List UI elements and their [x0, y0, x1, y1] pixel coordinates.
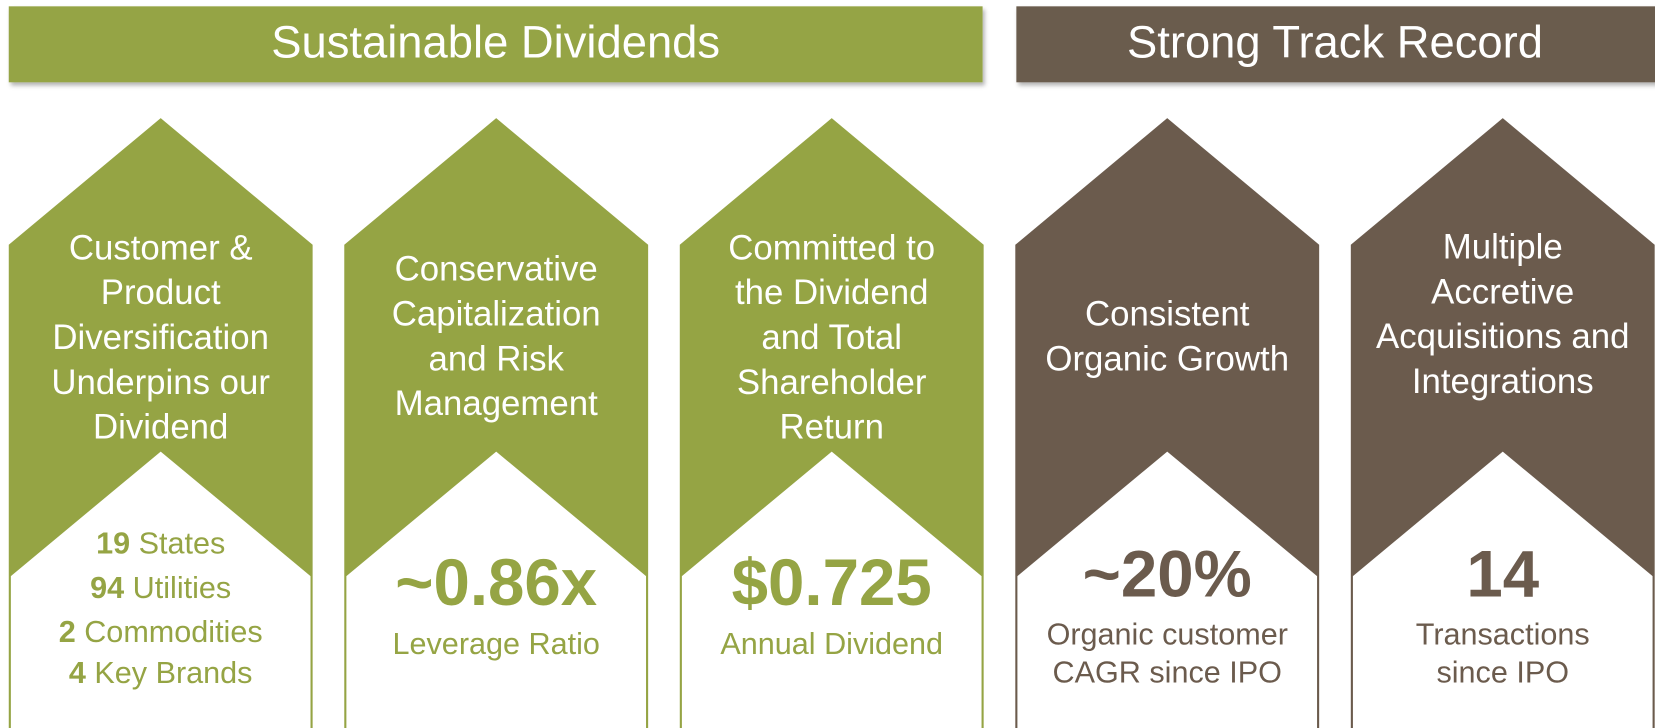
- section-title: Strong Track Record: [1127, 16, 1543, 67]
- pillar-panel: [1352, 451, 1653, 728]
- pillar-title: Shareholder: [737, 363, 927, 402]
- stat-label: Commodities: [76, 615, 263, 649]
- highlight-value: 14: [1466, 538, 1539, 611]
- section-banner: [1016, 6, 1655, 83]
- pillar-title: Product: [101, 273, 221, 312]
- pillar-title: Accretive: [1431, 272, 1574, 311]
- pillar-title: Dividend: [93, 408, 228, 447]
- pillar-title: the Dividend: [735, 273, 928, 312]
- pillar-title: Organic Growth: [1045, 339, 1289, 378]
- highlight-value: ~20%: [1083, 538, 1252, 611]
- stat-label: States: [130, 527, 225, 561]
- pillar-title: Capitalization: [392, 294, 601, 333]
- pillar-title: Return: [779, 408, 883, 447]
- pillar-panel: [346, 451, 647, 728]
- pillar-title: Consistent: [1085, 294, 1250, 333]
- highlight-caption: Transactions: [1416, 617, 1590, 651]
- stat-line: 19 States: [96, 527, 225, 561]
- stat-number: 94: [90, 571, 124, 605]
- pillar: Consistent Organic Growth ~20% Organic cust…: [1015, 118, 1320, 728]
- pillar-title: and Risk: [429, 339, 565, 378]
- pillar-title: Diversification: [52, 318, 269, 357]
- highlight-caption: since IPO: [1436, 655, 1569, 689]
- pillar-title: and Total: [761, 318, 902, 357]
- pillar-title: Multiple: [1443, 227, 1563, 266]
- pillar-title: Conservative: [395, 250, 598, 289]
- stat-number: 2: [59, 615, 76, 649]
- stat-number: 4: [69, 656, 86, 690]
- highlight-value: $0.725: [732, 546, 932, 619]
- stat-label: Key Brands: [86, 656, 253, 690]
- pillar: Committed to the Dividend and Total Shareho…: [679, 118, 984, 728]
- pillar-title: Customer &: [69, 228, 253, 267]
- pillar-panel: [10, 451, 311, 728]
- stat-label: Utilities: [124, 571, 231, 605]
- stat-number: 19: [96, 527, 130, 561]
- pillar: Conservative Capitalization and Risk Manage…: [344, 118, 649, 728]
- highlight-value: ~0.86x: [395, 546, 597, 619]
- section-title: Sustainable Dividends: [271, 16, 720, 67]
- highlight-caption: Annual Dividend: [720, 627, 943, 661]
- stat-line: 4 Key Brands: [69, 656, 253, 690]
- highlight-caption: Organic customer: [1047, 617, 1288, 651]
- section-banner: [8, 6, 983, 83]
- pillar-title: Committed to: [728, 228, 935, 267]
- stat-line: 94 Utilities: [90, 571, 231, 605]
- pillar-panel: [681, 451, 982, 728]
- pillar-title: Acquisitions and: [1376, 317, 1629, 356]
- highlight-caption: Leverage Ratio: [393, 627, 600, 661]
- pillar-panel: [1017, 451, 1318, 728]
- pillar: Customer & Product Diversification Underpin…: [8, 118, 313, 728]
- stat-line: 2 Commodities: [59, 615, 263, 649]
- pillar-title: Integrations: [1412, 362, 1594, 401]
- pillar: Multiple Accretive Acquisitions and Integra…: [1350, 118, 1655, 728]
- pillar-title: Management: [395, 384, 598, 423]
- pillar-title: Underpins our: [51, 363, 270, 402]
- highlight-caption: CAGR since IPO: [1053, 655, 1282, 689]
